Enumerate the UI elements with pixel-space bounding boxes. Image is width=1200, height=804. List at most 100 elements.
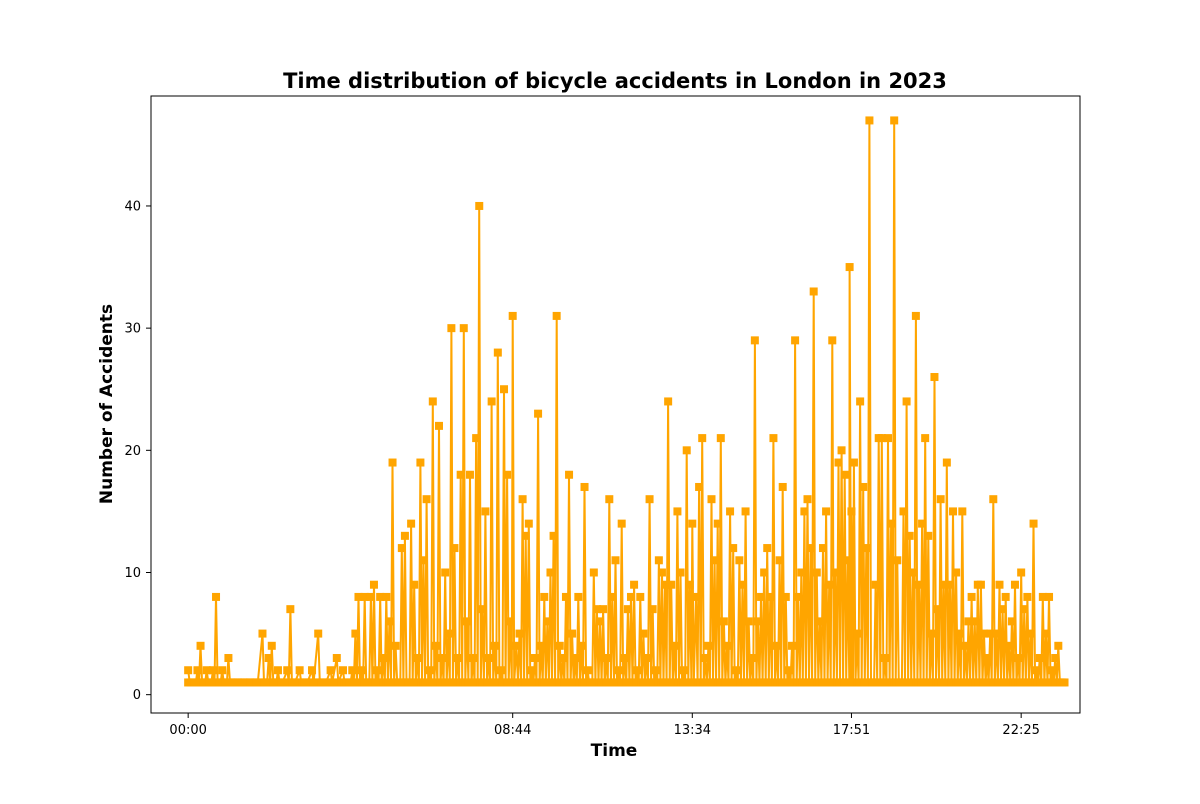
data-point xyxy=(366,592,375,601)
data-point xyxy=(778,482,787,491)
x-tick-label: 08:44 xyxy=(494,723,531,738)
data-point xyxy=(825,580,834,589)
data-point xyxy=(1032,666,1041,675)
data-point xyxy=(868,678,877,687)
data-point xyxy=(264,654,273,663)
data-point xyxy=(815,617,824,626)
data-point xyxy=(781,592,790,601)
data-point xyxy=(853,629,862,638)
data-point xyxy=(444,629,453,638)
data-point xyxy=(478,605,487,614)
data-point xyxy=(847,507,856,516)
data-point xyxy=(961,641,970,650)
data-point xyxy=(267,641,276,650)
data-point xyxy=(277,678,286,687)
data-point xyxy=(713,519,722,528)
data-point xyxy=(877,434,886,443)
data-point xyxy=(704,641,713,650)
data-point xyxy=(921,434,930,443)
data-point xyxy=(642,654,651,663)
data-point xyxy=(527,666,536,675)
data-point xyxy=(927,629,936,638)
data-point xyxy=(958,507,967,516)
data-point xyxy=(410,580,419,589)
data-point xyxy=(351,629,360,638)
data-point xyxy=(286,605,295,614)
data-point xyxy=(633,666,642,675)
data-point xyxy=(475,201,484,210)
data-point xyxy=(546,568,555,577)
y-tick-label: 10 xyxy=(124,566,141,581)
data-point xyxy=(1060,678,1069,687)
data-point xyxy=(818,544,827,553)
data-point xyxy=(500,385,509,394)
data-point xyxy=(385,617,394,626)
x-tick-label: 13:34 xyxy=(674,723,711,738)
data-point xyxy=(438,654,447,663)
data-point xyxy=(1017,568,1026,577)
data-point xyxy=(379,654,388,663)
data-point xyxy=(354,592,363,601)
data-point xyxy=(1020,605,1029,614)
data-point xyxy=(456,470,465,479)
data-point xyxy=(283,666,292,675)
data-point xyxy=(493,348,502,357)
data-point xyxy=(930,373,939,382)
data-point xyxy=(1023,592,1032,601)
data-point xyxy=(1026,629,1035,638)
data-point xyxy=(496,666,505,675)
data-point xyxy=(661,580,670,589)
data-point xyxy=(648,605,657,614)
data-point xyxy=(1048,666,1057,675)
data-point xyxy=(212,592,221,601)
data-point xyxy=(667,580,676,589)
data-point xyxy=(252,678,261,687)
data-point xyxy=(688,519,697,528)
data-point xyxy=(899,507,908,516)
data-point xyxy=(729,544,738,553)
y-axis: 0 10 20 30 40 xyxy=(124,199,151,703)
data-point xyxy=(753,617,762,626)
y-tick-label: 40 xyxy=(124,199,141,214)
data-point xyxy=(651,666,660,675)
data-point xyxy=(508,311,517,320)
data-point xyxy=(1029,519,1038,528)
data-point xyxy=(614,666,623,675)
data-point xyxy=(952,568,961,577)
data-point xyxy=(599,605,608,614)
data-point xyxy=(859,482,868,491)
data-point xyxy=(586,678,595,687)
data-point xyxy=(246,678,255,687)
data-point xyxy=(998,605,1007,614)
data-point xyxy=(534,409,543,418)
data-point xyxy=(540,592,549,601)
data-point xyxy=(673,507,682,516)
data-point xyxy=(506,617,515,626)
data-point xyxy=(918,519,927,528)
chart-title: Time distribution of bicycle accidents i… xyxy=(283,69,947,93)
data-point xyxy=(431,641,440,650)
data-point xyxy=(490,641,499,650)
data-point xyxy=(800,507,809,516)
data-point xyxy=(769,434,778,443)
data-point xyxy=(233,678,242,687)
data-point xyxy=(453,654,462,663)
data-point xyxy=(592,605,601,614)
data-point xyxy=(314,629,323,638)
data-point xyxy=(744,617,753,626)
data-point xyxy=(760,568,769,577)
data-point xyxy=(905,531,914,540)
data-point xyxy=(942,458,951,467)
data-point xyxy=(741,507,750,516)
data-point xyxy=(995,580,1004,589)
data-point xyxy=(682,446,691,455)
data-point xyxy=(221,678,230,687)
data-point xyxy=(308,666,317,675)
data-point xyxy=(441,568,450,577)
data-point xyxy=(521,531,530,540)
y-tick-label: 30 xyxy=(124,322,141,337)
data-point xyxy=(1035,654,1044,663)
data-point xyxy=(949,507,958,516)
data-point xyxy=(580,482,589,491)
